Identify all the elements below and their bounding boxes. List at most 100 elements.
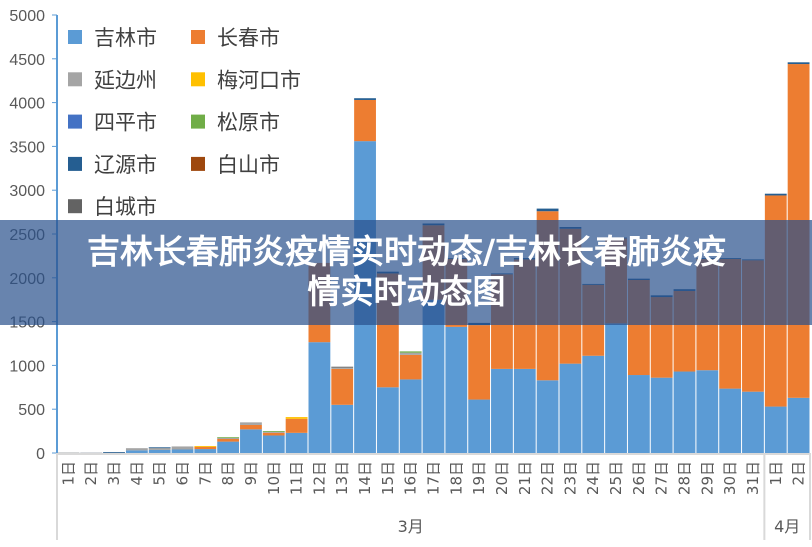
x-tick-label: 10日 xyxy=(265,461,283,495)
bar-segment-1-15 xyxy=(376,387,399,453)
bar-segment-6-16 xyxy=(399,351,422,353)
bar-segment-1-18 xyxy=(445,326,468,453)
bar-segment-1-21 xyxy=(513,368,536,453)
legend-swatch-3 xyxy=(68,72,82,87)
x-tick-label: 25日 xyxy=(607,461,625,495)
x-tick-label: 6日 xyxy=(174,461,192,486)
banner-title: 吉林长春肺炎疫情实时动态/吉林长春肺炎疫情实时动态图 xyxy=(86,232,727,311)
bar-segment-1-19 xyxy=(468,399,491,453)
bar-segment-1-10 xyxy=(262,435,285,453)
legend-label: 辽源市 xyxy=(94,153,157,177)
legend-label: 梅河口市 xyxy=(217,68,301,92)
bar-segment-1-11 xyxy=(285,432,308,453)
x-tick-label: 27日 xyxy=(653,461,671,495)
bar-segment-3-4 xyxy=(125,448,148,451)
bar-segment-3-16 xyxy=(399,352,422,355)
y-tick-label: 500 xyxy=(18,402,45,419)
x-tick-label: 14日 xyxy=(356,461,374,495)
y-tick-label: 4000 xyxy=(9,96,45,113)
bar-segment-3-8 xyxy=(217,437,240,439)
bar-segment-9-13 xyxy=(331,366,354,368)
bar-segment-1-25 xyxy=(605,323,627,453)
legend-swatch-1 xyxy=(68,30,82,44)
bar-segment-1-13 xyxy=(331,404,354,453)
y-tick-label: 4500 xyxy=(9,52,45,69)
x-tick-label: 31日 xyxy=(744,461,762,495)
bar-segment-1-31 xyxy=(742,391,764,453)
bar-segment-1-26 xyxy=(627,375,650,453)
x-tick-label: 21日 xyxy=(516,461,534,495)
bar-segment-1-30 xyxy=(719,388,742,453)
bar-segment-2-7 xyxy=(194,446,217,450)
x-tick-label: 17日 xyxy=(425,461,443,495)
bar-segment-1-33 xyxy=(787,397,810,453)
bar-segment-3-6 xyxy=(171,446,194,450)
bar-segment-1-7 xyxy=(194,449,217,453)
x-tick-label: 24日 xyxy=(584,461,602,495)
bar-segment-7-14 xyxy=(354,98,376,100)
bar-segment-2-8 xyxy=(217,438,240,442)
x-tick-label: 29日 xyxy=(698,461,716,495)
x-tick-label: 23日 xyxy=(561,461,579,495)
y-tick-label: 1000 xyxy=(9,358,45,375)
x-tick-label: 19日 xyxy=(470,461,488,495)
bar-segment-1-23 xyxy=(559,363,582,453)
x-tick-label: 7日 xyxy=(196,461,214,486)
x-tick-label: 2日 xyxy=(82,461,100,486)
bar-segment-7-5 xyxy=(148,447,171,449)
x-tick-label: 11日 xyxy=(288,461,306,495)
x-tick-label: 5日 xyxy=(151,461,169,486)
x-tick-label: 1日 xyxy=(59,461,77,486)
bar-segment-2-11 xyxy=(285,418,308,433)
x-tick-label: 28日 xyxy=(676,461,694,495)
bar-segment-3-13 xyxy=(331,367,354,369)
legend-label: 吉林市 xyxy=(94,26,157,50)
y-tick-label: 3000 xyxy=(9,183,45,200)
bar-segment-6-8 xyxy=(217,437,240,439)
bar-segment-1-9 xyxy=(240,429,262,453)
x-tick-label: 2日 xyxy=(790,461,808,486)
x-tick-label: 22日 xyxy=(539,461,557,495)
legend-swatch-6 xyxy=(191,114,205,129)
bar-segment-1-12 xyxy=(308,342,331,453)
bar-segment-2-10 xyxy=(262,432,285,436)
bar-segment-1-6 xyxy=(171,449,194,453)
legend-swatch-8 xyxy=(191,156,205,171)
bar-segment-7-32 xyxy=(764,193,787,196)
bar-segment-1-22 xyxy=(536,380,559,453)
bar-segment-3-9 xyxy=(240,422,262,425)
bar-segment-1-5 xyxy=(148,449,171,453)
bar-segment-2-19 xyxy=(468,325,491,400)
bar-segment-3-10 xyxy=(262,431,285,433)
legend-swatch-2 xyxy=(191,30,205,44)
x-tick-label: 15日 xyxy=(379,461,397,495)
legend-swatch-4 xyxy=(191,72,205,87)
x-tick-label: 1日 xyxy=(767,461,785,486)
bar-segment-7-3 xyxy=(103,452,125,453)
legend-label: 松原市 xyxy=(217,111,280,135)
y-tick-label: 5000 xyxy=(9,8,45,25)
month-group-label: 4月 xyxy=(774,517,800,536)
x-tick-label: 18日 xyxy=(447,461,465,495)
x-tick-label: 4日 xyxy=(128,461,146,486)
x-tick-label: 8日 xyxy=(219,461,237,486)
month-group-label: 3月 xyxy=(398,517,424,536)
bar-segment-2-16 xyxy=(399,354,422,380)
x-tick-label: 30日 xyxy=(721,461,739,495)
legend-swatch-7 xyxy=(68,156,82,171)
bar-segment-2-14 xyxy=(354,99,376,142)
legend-label: 长春市 xyxy=(217,26,280,50)
x-tick-label: 26日 xyxy=(630,461,648,495)
legend-label: 四平市 xyxy=(94,111,157,135)
bar-segment-1-20 xyxy=(491,368,513,453)
y-tick-label: 3500 xyxy=(9,139,45,156)
bar-segment-1-4 xyxy=(125,450,148,453)
bar-segment-3-1 xyxy=(57,452,80,454)
bar-segment-1-29 xyxy=(696,370,719,453)
legend-label: 延边州 xyxy=(94,68,157,92)
bar-segment-2-9 xyxy=(240,424,262,430)
bar-segment-7-22 xyxy=(536,208,559,212)
bar-segment-1-16 xyxy=(399,379,422,453)
bar-segment-1-27 xyxy=(650,377,673,453)
x-tick-label: 9日 xyxy=(242,461,260,486)
